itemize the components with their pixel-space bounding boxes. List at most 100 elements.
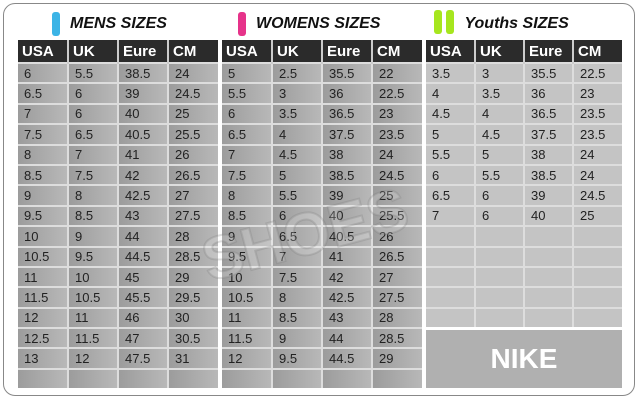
table-cell: 5.5: [67, 61, 118, 84]
table-cell: 39: [321, 184, 372, 206]
table-row: 4 3.5 36 23: [426, 82, 622, 104]
table-cell: 4.5: [271, 143, 322, 165]
table-cell: 10.5: [222, 286, 272, 308]
table-cell: 10.5: [18, 245, 68, 267]
table-cell: 7: [222, 143, 272, 165]
table-cell: 7.5: [222, 163, 272, 186]
youths-size-table: USA UK Eure CM 3.5 3 35.5 22.5 4 3.5 36 23 4.5 4 36.5 2…: [426, 40, 622, 328]
table-cell: 40: [321, 204, 372, 227]
table-cell: 47: [117, 327, 168, 349]
table-cell: 9.5: [222, 245, 272, 267]
table-cell: 43: [117, 204, 168, 227]
table-cell: 38.5: [523, 163, 573, 186]
table-cell: 25.5: [371, 204, 422, 227]
table-row: 12.5 11.5 47 30.5: [18, 327, 218, 349]
table-cell: 4.5: [426, 102, 475, 125]
column-header: CM: [371, 40, 422, 63]
table-cell: 3.5: [426, 61, 475, 84]
table-row: 10.5 9.5 44.5 28.5: [18, 245, 218, 267]
table-cell: 9: [18, 184, 68, 206]
table-cell: 9: [271, 327, 322, 349]
table-cell: 8: [222, 184, 272, 206]
table-cell: 29.5: [167, 286, 218, 308]
table-cell: 30.5: [167, 327, 218, 349]
table-row: 5.5 3 36 22.5: [222, 82, 422, 104]
table-cell: 6: [426, 163, 475, 186]
table-cell: [222, 367, 272, 389]
table-row: 11.5 9 44 28.5: [222, 327, 422, 349]
table-row: 10 7.5 42 27: [222, 265, 422, 288]
table-cell: 10.5: [67, 286, 118, 308]
table-cell: 7: [18, 102, 68, 125]
table-cell: 42.5: [321, 286, 372, 308]
table-cell: 11: [67, 306, 118, 329]
table-cell: 25.5: [167, 123, 218, 145]
table-cell: 9: [222, 225, 272, 247]
table-row: 13 12 47.5 31: [18, 347, 218, 369]
table-cell: 23.5: [572, 102, 622, 125]
table-cell: 35.5: [321, 61, 372, 84]
table-cell: 11: [222, 306, 272, 329]
table-cell: 46: [117, 306, 168, 329]
table-cell: 5.5: [426, 143, 475, 165]
column-header: Eure: [321, 40, 372, 63]
table-cell: [18, 367, 68, 389]
table-cell: 24: [572, 143, 622, 165]
table-cell: 36: [523, 82, 573, 104]
table-cell: 12: [67, 347, 118, 369]
table-cell: 40.5: [117, 123, 168, 145]
table-cell: 6: [18, 61, 68, 84]
table-cell: 6: [474, 184, 524, 206]
column-header: Eure: [523, 40, 573, 63]
column-header: UK: [474, 40, 524, 63]
table-row: 3.5 3 35.5 22.5: [426, 61, 622, 84]
table-cell: 3: [474, 61, 524, 84]
table-cell: 45: [117, 265, 168, 288]
table-cell: 8.5: [222, 204, 272, 227]
table-cell: 11: [18, 265, 68, 288]
table-cell: 8.5: [271, 306, 322, 329]
table-cell: 7.5: [67, 163, 118, 186]
table-cell: 6: [271, 204, 322, 227]
table-cell: 24.5: [572, 184, 622, 206]
table-row: [18, 367, 218, 389]
table-cell: 28.5: [371, 327, 422, 349]
table-cell: [572, 245, 622, 267]
table-row: 7.5 5 38.5 24.5: [222, 163, 422, 186]
table-cell: 40: [523, 204, 573, 227]
table-cell: 6.5: [67, 123, 118, 145]
table-cell: [426, 265, 475, 288]
header-row: USA UK Eure CM: [222, 40, 422, 63]
table-cell: 28: [371, 306, 422, 329]
table-cell: 26.5: [371, 245, 422, 267]
table-cell: 44.5: [117, 245, 168, 267]
table-row: 7 6 40 25: [18, 102, 218, 125]
table-cell: 24.5: [371, 163, 422, 186]
table-cell: 26.5: [167, 163, 218, 186]
table-cell: [523, 265, 573, 288]
table-cell: 36.5: [321, 102, 372, 125]
table-cell: [523, 225, 573, 247]
table-cell: 26: [167, 143, 218, 165]
table-cell: 9: [67, 225, 118, 247]
table-cell: 47.5: [117, 347, 168, 369]
column-header: USA: [222, 40, 272, 63]
table-row: [222, 367, 422, 389]
table-row: [426, 245, 622, 267]
table-cell: 8: [271, 286, 322, 308]
table-row: 6.5 6 39 24.5: [18, 82, 218, 104]
table-cell: 13: [18, 347, 68, 369]
table-cell: 28.5: [167, 245, 218, 267]
table-cell: 22.5: [572, 61, 622, 84]
table-cell: [523, 245, 573, 267]
table-cell: 23: [572, 82, 622, 104]
table-cell: 8: [67, 184, 118, 206]
table-cell: 37.5: [523, 123, 573, 145]
table-cell: 4: [426, 82, 475, 104]
table-cell: [572, 306, 622, 328]
header-row: USA UK Eure CM: [426, 40, 622, 63]
table-cell: 23: [371, 102, 422, 125]
brand-label: NIKE: [426, 330, 622, 388]
table-row: 7 6 40 25: [426, 204, 622, 227]
table-cell: 7: [426, 204, 475, 227]
